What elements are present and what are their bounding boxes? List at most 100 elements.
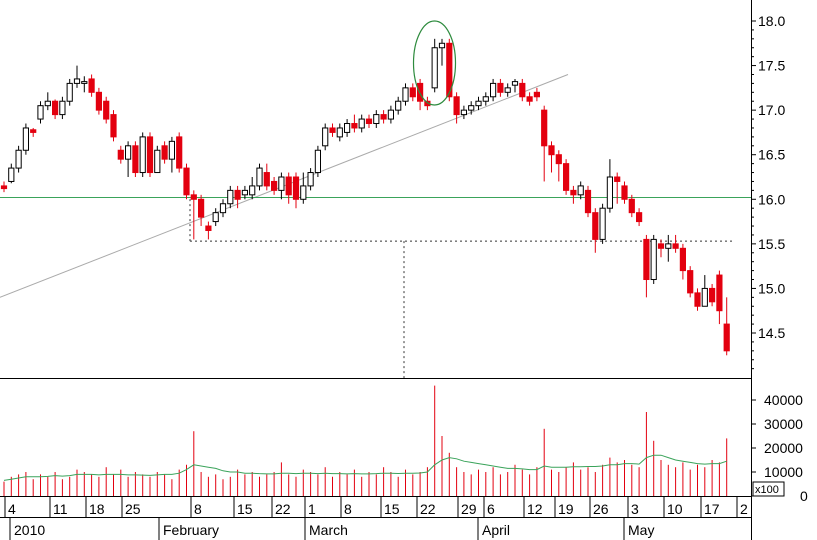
candle <box>709 283 716 307</box>
day-label: 15 <box>384 501 400 517</box>
candle <box>453 92 460 124</box>
candle-body <box>511 81 519 86</box>
candle <box>314 145 321 177</box>
volume-bars <box>3 385 728 496</box>
candle <box>249 177 256 200</box>
candle-body <box>387 109 394 120</box>
candle <box>300 172 307 204</box>
candle-body <box>190 194 197 200</box>
candle-body <box>665 243 672 249</box>
price-tick-label: 14.5 <box>758 325 785 341</box>
candle-body <box>161 145 168 160</box>
candle-body <box>271 180 278 191</box>
day-label: 18 <box>89 501 105 517</box>
candle <box>117 145 124 164</box>
candle <box>307 168 314 191</box>
candle-body <box>22 127 29 151</box>
candle-body <box>475 100 482 107</box>
candle <box>577 181 584 200</box>
candle <box>336 123 343 142</box>
candle-body <box>307 172 314 187</box>
day-label: 2 <box>740 501 748 517</box>
candle-body <box>438 42 446 49</box>
volume-tick-label: 40000 <box>764 392 803 408</box>
volume-tick-label: 0 <box>800 488 808 504</box>
candle <box>183 163 190 200</box>
candle-body <box>66 82 73 102</box>
candle <box>95 87 103 115</box>
candle <box>373 110 380 128</box>
candle-body <box>183 167 190 196</box>
candle <box>234 185 241 209</box>
candle-body <box>650 238 657 281</box>
day-label: 12 <box>527 501 543 517</box>
candle <box>716 270 723 325</box>
candle <box>103 96 110 124</box>
candle <box>66 78 73 106</box>
candle-body <box>606 176 613 209</box>
price-tick-label: 15.0 <box>758 280 785 296</box>
day-label: 10 <box>667 501 683 517</box>
highlight-ellipse <box>412 20 457 106</box>
candle <box>37 101 44 124</box>
candle-body <box>694 292 701 307</box>
candle-body <box>95 91 103 111</box>
candle <box>88 74 95 97</box>
price-tick-label: 17.0 <box>758 102 785 118</box>
candle <box>614 172 621 204</box>
candle-body <box>548 145 555 156</box>
candle-body <box>176 136 183 169</box>
volume-tick-label: 10000 <box>764 464 803 480</box>
candle <box>475 96 482 111</box>
candle <box>402 83 409 106</box>
candle <box>548 141 555 173</box>
candle <box>190 190 197 240</box>
candle <box>490 78 497 102</box>
price-candles <box>0 38 730 356</box>
month-label: April <box>482 522 510 538</box>
candle <box>161 141 168 164</box>
candle <box>81 76 88 93</box>
candle-body <box>132 145 139 174</box>
candle-body <box>636 212 643 223</box>
candle-body <box>88 78 95 93</box>
candle <box>694 288 701 311</box>
candle-body <box>314 149 321 174</box>
candle <box>409 83 416 102</box>
candle-body <box>701 287 708 307</box>
candle <box>219 199 227 218</box>
candle-body <box>336 127 343 138</box>
candle <box>621 181 628 204</box>
candle <box>555 150 562 182</box>
candle-body <box>81 81 88 84</box>
candle <box>8 163 15 184</box>
candle <box>628 194 635 218</box>
candle <box>395 96 402 115</box>
candle-body <box>468 105 475 111</box>
candle-body <box>139 136 146 174</box>
candle <box>271 177 278 195</box>
price-tick-label: 16.0 <box>758 191 785 207</box>
candle <box>52 99 59 120</box>
candle <box>533 87 540 102</box>
volume-moving-average <box>3 454 727 481</box>
candle <box>643 234 650 298</box>
candle <box>672 234 679 253</box>
candle <box>584 185 592 218</box>
candle-body <box>227 189 234 205</box>
candle <box>636 208 643 227</box>
candle-body <box>278 176 285 191</box>
candle-body <box>73 78 81 84</box>
day-label: 11 <box>53 501 68 517</box>
candle-body <box>154 149 161 174</box>
candle <box>570 185 577 204</box>
volume-multiplier-label: x100 <box>755 484 779 496</box>
candle <box>526 92 533 106</box>
candle-body <box>482 96 489 102</box>
candle-body <box>541 109 548 147</box>
candle <box>701 275 708 307</box>
candle <box>606 159 613 213</box>
candle-body <box>344 123 351 133</box>
